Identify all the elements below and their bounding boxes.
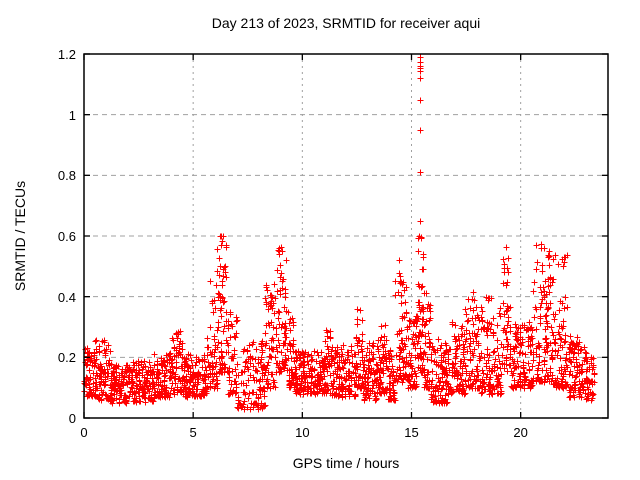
x-tick-label: 0 xyxy=(80,425,88,440)
x-tick-label: 5 xyxy=(189,425,197,440)
y-tick-label: 0.8 xyxy=(57,168,76,184)
x-tick-label: 15 xyxy=(404,425,419,440)
x-axis-label: GPS time / hours xyxy=(292,455,400,471)
y-tick-label: 1.2 xyxy=(57,47,76,62)
grid-lines xyxy=(84,54,608,418)
chart-title: Day 213 of 2023, SRMTID for receiver aqu… xyxy=(211,15,481,31)
plot-border-and-ticks xyxy=(83,53,609,419)
y-tick-label: 0.4 xyxy=(57,289,76,305)
y-tick-label: 0.2 xyxy=(57,350,76,366)
scatter-points xyxy=(81,54,598,413)
y-tick-label: 0.6 xyxy=(57,229,76,244)
x-tick-label: 10 xyxy=(295,425,310,440)
x-tick-label: 20 xyxy=(513,425,528,440)
y-tick-label: 1 xyxy=(68,107,76,123)
y-tick-label: 0 xyxy=(68,411,76,426)
